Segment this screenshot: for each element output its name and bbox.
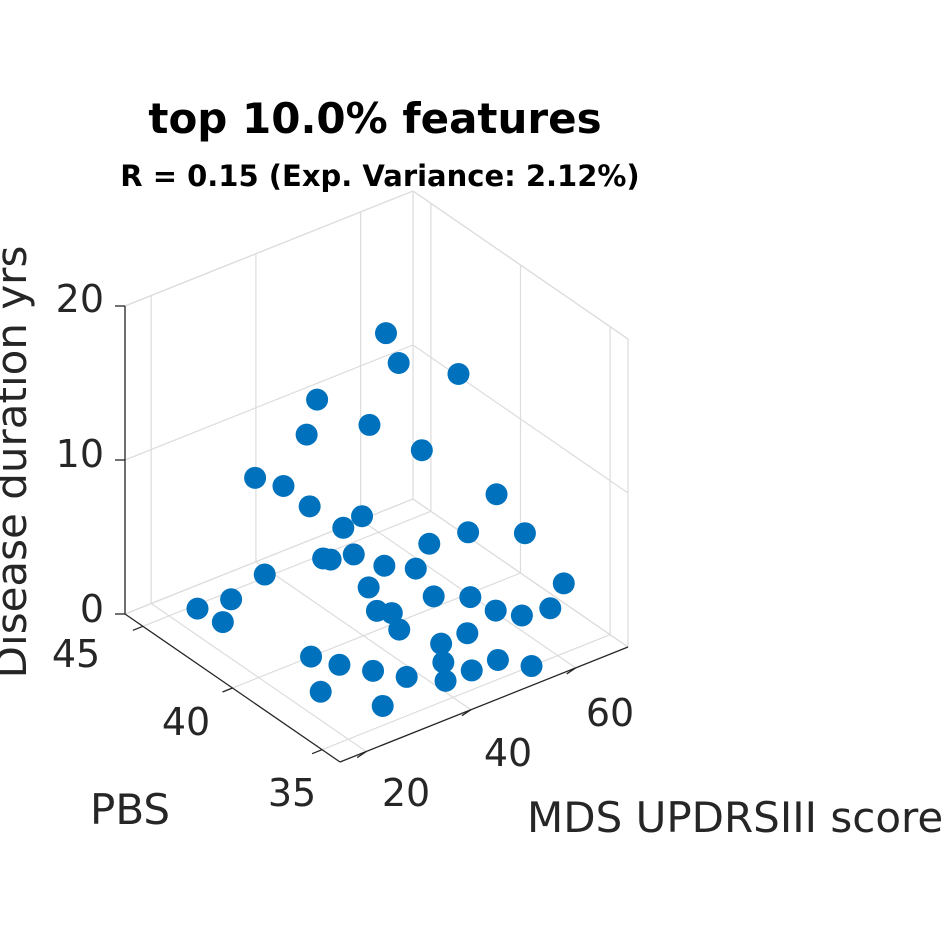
chart-subtitle: R = 0.15 (Exp. Variance: 2.12%)	[120, 159, 639, 193]
data-point	[220, 588, 243, 611]
data-point	[430, 632, 453, 655]
data-point	[295, 423, 318, 446]
data-point	[422, 585, 445, 608]
data-point	[485, 483, 508, 506]
x-axis-line	[339, 646, 629, 763]
x-tick-label: 40	[484, 731, 532, 775]
z-tick-label: 0	[80, 587, 104, 631]
data-point	[312, 547, 335, 570]
data-point	[418, 532, 441, 555]
x-tick-label: 60	[586, 691, 634, 735]
z-tick-label: 20	[56, 277, 104, 321]
data-point	[486, 648, 509, 671]
data-point	[510, 604, 533, 627]
data-point	[513, 522, 536, 545]
data-point	[410, 439, 433, 462]
y-axis-label: PBS	[90, 785, 170, 834]
data-point	[211, 611, 234, 634]
data-point	[365, 599, 388, 622]
data-point	[253, 563, 276, 586]
data-point	[371, 694, 394, 717]
data-point	[460, 659, 483, 682]
data-point	[395, 665, 418, 688]
data-point	[539, 597, 562, 620]
data-point	[374, 322, 397, 345]
data-point	[520, 655, 543, 678]
data-point	[456, 622, 479, 645]
z-axis-label: Disease duration yrs	[0, 246, 36, 679]
x-tick-mark	[566, 667, 576, 675]
data-point	[484, 599, 507, 622]
data-point	[300, 645, 323, 668]
data-point	[309, 680, 332, 703]
data-point	[447, 362, 470, 385]
z-tick-label: 10	[56, 432, 104, 476]
y-tick-mark	[222, 687, 233, 693]
x-axis-label: MDS UPDRSIII score	[527, 793, 943, 842]
y-tick-label: 35	[268, 771, 316, 815]
data-point	[373, 554, 396, 577]
points-layer	[186, 322, 575, 717]
data-point	[459, 586, 482, 609]
data-point	[328, 653, 351, 676]
data-point	[272, 474, 295, 497]
data-point	[387, 351, 410, 374]
data-point	[432, 651, 455, 674]
data-point	[552, 572, 575, 595]
y-tick-label: 40	[162, 700, 210, 744]
y-tick-mark	[311, 749, 323, 755]
box-edge	[124, 190, 414, 307]
box-edge	[412, 498, 629, 648]
axis-layer	[115, 305, 629, 763]
data-point	[244, 466, 267, 489]
floor-grid-line	[321, 634, 611, 751]
data-point	[351, 505, 374, 528]
box-edge	[412, 190, 629, 340]
data-point	[358, 413, 381, 436]
data-point	[362, 659, 385, 682]
data-point	[404, 557, 427, 580]
y-tick-label: 45	[52, 632, 100, 676]
data-point	[357, 576, 380, 599]
back-wall-grid-line	[124, 344, 414, 461]
data-point	[298, 495, 321, 518]
x-tick-mark	[461, 709, 472, 717]
data-point	[434, 669, 457, 692]
chart-title: top 10.0% features	[148, 94, 601, 143]
data-point	[457, 521, 480, 544]
data-point	[306, 388, 329, 411]
x-tick-mark	[356, 751, 367, 759]
data-point	[186, 597, 209, 620]
data-point	[388, 618, 411, 641]
data-point	[342, 543, 365, 566]
data-point	[332, 516, 355, 539]
y-tick-mark	[132, 625, 144, 631]
x-tick-label: 20	[382, 771, 430, 815]
